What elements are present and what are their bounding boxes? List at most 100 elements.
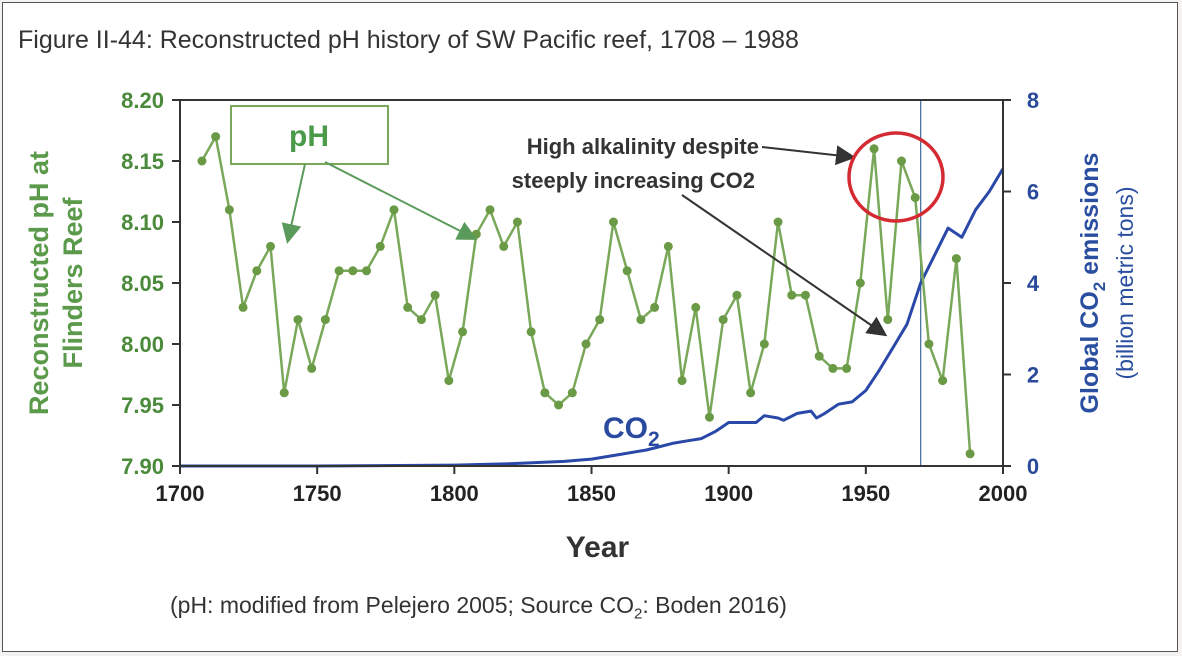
co2-label-main: CO xyxy=(603,412,648,445)
ph-point xyxy=(252,266,262,276)
ph-point xyxy=(965,449,975,459)
ph-label-box xyxy=(230,105,389,165)
y-right-axis-unit: (billion metric tons) xyxy=(1112,187,1138,380)
ph-point xyxy=(910,193,920,203)
ph-point xyxy=(567,388,577,398)
y-left-tick-label: 8.00 xyxy=(121,332,164,357)
co2-series-group xyxy=(180,167,1005,468)
source-subscript: 2 xyxy=(634,605,643,623)
co2-label-sub: 2 xyxy=(648,428,660,451)
y-left-tick-label: 8.05 xyxy=(121,271,164,296)
ph-point xyxy=(650,302,660,312)
ph-point xyxy=(828,363,838,373)
ph-point xyxy=(896,156,906,166)
ph-point xyxy=(293,315,303,325)
ph-point xyxy=(540,388,550,398)
highlight-circle xyxy=(847,131,945,223)
y-left-axis-title-line1: Reconstructed pH at xyxy=(24,151,54,415)
ph-point xyxy=(403,302,413,312)
ph-label-text: pH xyxy=(289,120,329,153)
ph-point xyxy=(334,266,344,276)
ph-point xyxy=(581,339,591,349)
y-right-axis-title: Global CO2 emissions xyxy=(1076,153,1109,414)
ph-point xyxy=(608,217,618,227)
co2-label: CO2 xyxy=(603,412,660,451)
ph-point xyxy=(238,302,248,312)
y-right-tick-label: 2 xyxy=(1027,363,1039,388)
y-left-tick-label: 8.20 xyxy=(121,88,164,113)
ph-point xyxy=(320,315,330,325)
ph-point xyxy=(814,351,824,361)
co2-line xyxy=(180,167,1005,468)
ph-point xyxy=(855,278,865,288)
ph-point xyxy=(430,290,440,300)
ph-point xyxy=(224,205,234,215)
axes-group: 1700 1750 1800 1850 1900 1950 2000 7.90 7.95 8.00… xyxy=(24,88,1138,564)
ph-point xyxy=(622,266,632,276)
note-line-2: steeply increasing CO2 xyxy=(512,168,755,193)
x-tick-label: 1900 xyxy=(704,481,753,506)
y-right-axis-title-tail: emissions xyxy=(1076,153,1104,282)
y-right-tick-label: 0 xyxy=(1027,454,1039,479)
x-tick-label: 2000 xyxy=(979,481,1028,506)
y-right-tick-label: 4 xyxy=(1027,271,1040,296)
y-left-axis-title-line2: Flinders Reef xyxy=(58,196,88,368)
ph-arrow-left xyxy=(281,163,306,244)
note-line-1: High alkalinity despite xyxy=(527,134,759,159)
ph-point xyxy=(266,241,276,251)
x-tick-label: 1700 xyxy=(156,481,205,506)
y-left-tick-label: 7.95 xyxy=(121,393,164,418)
ph-point xyxy=(800,290,810,300)
source-text-2: : Boden 2016) xyxy=(642,592,787,618)
ph-point xyxy=(869,144,879,154)
ph-point xyxy=(348,266,358,276)
source-note: (pH: modified from Pelejero 2005; Source… xyxy=(170,592,787,623)
ph-point xyxy=(512,217,522,227)
x-tick-label: 1800 xyxy=(430,481,479,506)
ph-point xyxy=(595,315,605,325)
y-right-tick-label: 6 xyxy=(1027,180,1039,205)
note-arrow-top xyxy=(761,145,856,166)
ph-point xyxy=(458,327,468,337)
x-tick-label: 1950 xyxy=(841,481,890,506)
ph-point xyxy=(663,241,673,251)
ph-point xyxy=(883,315,893,325)
annotation-group: pH High alkalinity despite steeply increas… xyxy=(230,105,945,451)
ph-series-group xyxy=(197,132,975,459)
ph-point xyxy=(924,339,934,349)
ph-point xyxy=(746,388,756,398)
x-tick-label: 1850 xyxy=(567,481,616,506)
ph-point xyxy=(279,388,289,398)
ph-point xyxy=(499,241,509,251)
note-arrow-bottom xyxy=(681,194,888,337)
ph-point xyxy=(951,254,961,264)
ph-point xyxy=(375,241,385,251)
ph-point xyxy=(211,132,221,142)
ph-point xyxy=(197,156,207,166)
ph-point xyxy=(444,376,454,386)
ph-point xyxy=(554,400,564,410)
ph-point xyxy=(842,363,852,373)
source-text-1: (pH: modified from Pelejero 2005; Source… xyxy=(170,592,635,618)
ph-point xyxy=(636,315,646,325)
y-left-tick-label: 8.15 xyxy=(121,149,164,174)
y-left-tick-label: 7.90 xyxy=(121,454,164,479)
y-right-tick-label: 8 xyxy=(1027,88,1039,113)
ph-point xyxy=(938,376,948,386)
ph-point xyxy=(362,266,372,276)
y-right-axis-title-sub: 2 xyxy=(1090,282,1109,291)
x-tick-label: 1750 xyxy=(293,481,342,506)
ph-point xyxy=(704,412,714,422)
ph-arrow-right xyxy=(324,161,478,240)
ph-point xyxy=(526,327,536,337)
ph-point xyxy=(416,315,426,325)
ph-point xyxy=(773,217,783,227)
ph-point xyxy=(691,302,701,312)
ph-point xyxy=(677,376,687,386)
y-left-tick-label: 8.10 xyxy=(121,210,164,235)
ph-point xyxy=(389,205,399,215)
y-right-axis-title-main: Global CO xyxy=(1076,291,1104,413)
x-axis-title: Year xyxy=(566,531,630,564)
